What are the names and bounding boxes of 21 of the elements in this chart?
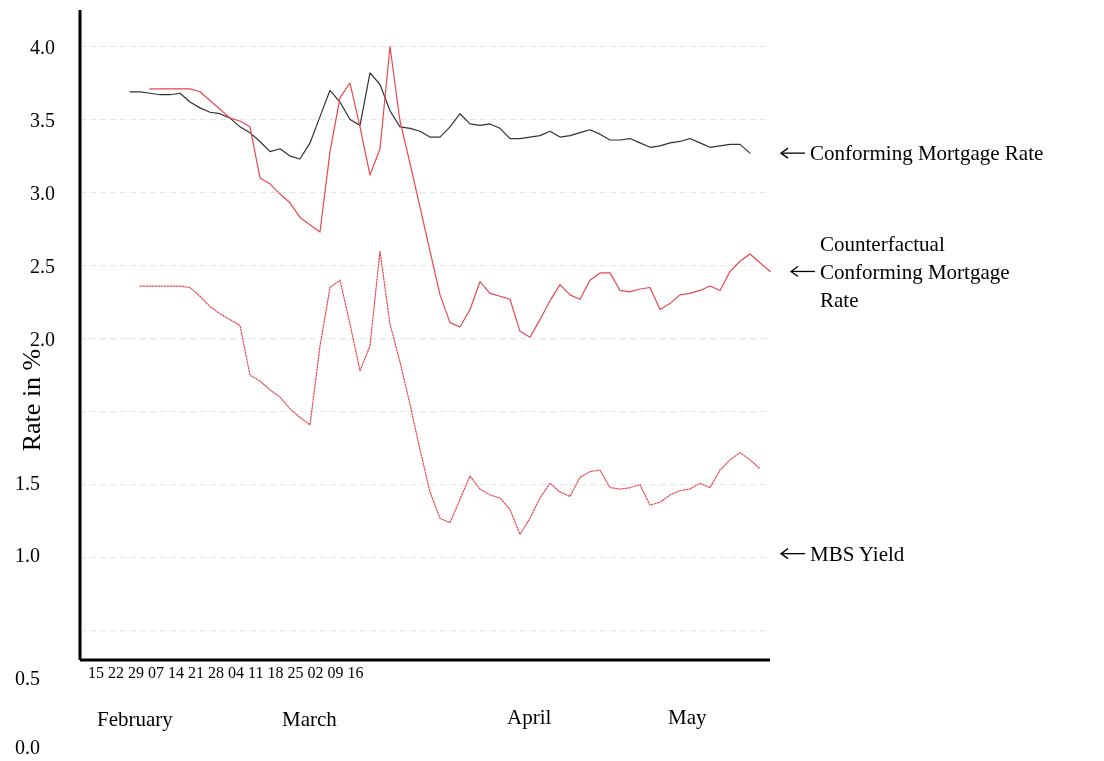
y-tick-label: 3.5 bbox=[30, 108, 55, 131]
text: MBS Yield bbox=[810, 542, 905, 566]
y-axis-title: Rate in % bbox=[17, 348, 46, 452]
y-tick-label: 2.0 bbox=[30, 327, 55, 350]
text: 1.5 bbox=[15, 472, 40, 494]
line-series bbox=[139, 250, 761, 535]
text: April bbox=[507, 705, 552, 729]
text: 1.0 bbox=[15, 544, 40, 566]
text: Counterfactual Conforming Mortgage Rate bbox=[820, 231, 1010, 312]
y-tick-label: 4.0 bbox=[30, 35, 55, 58]
y-tick-label: 2.5 bbox=[30, 254, 55, 277]
text: March bbox=[282, 707, 338, 731]
line-series bbox=[149, 45, 771, 338]
y-tick-label: 3.0 bbox=[30, 181, 55, 204]
line-series bbox=[129, 72, 751, 160]
text: 15 22 29 07 14 21 28 04 11 18 25 02 09 16 bbox=[88, 664, 364, 681]
text: 0.5 bbox=[15, 667, 40, 689]
text: 0.0 bbox=[15, 736, 40, 758]
text: Conforming Mortgage Rate bbox=[810, 141, 1044, 166]
text: May bbox=[668, 705, 707, 729]
text: February bbox=[97, 707, 174, 731]
